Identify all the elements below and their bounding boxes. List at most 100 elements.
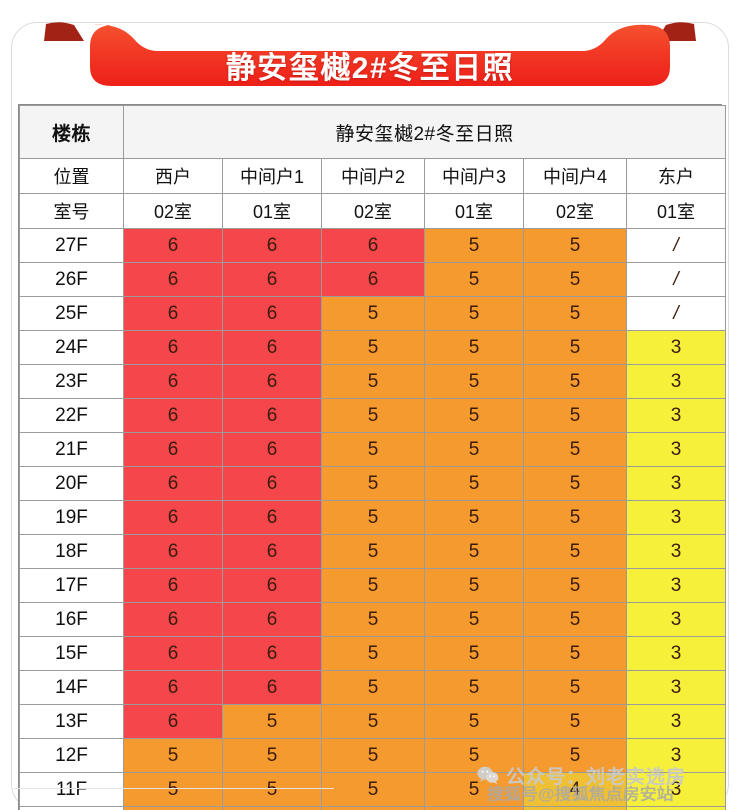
floor-label: 16F bbox=[19, 602, 124, 637]
sunlight-cell: 5 bbox=[321, 670, 425, 705]
sunlight-cell: 5 bbox=[424, 636, 524, 671]
header-table-title: 静安玺樾2#冬至日照 bbox=[122, 105, 727, 159]
sunlight-cell: 6 bbox=[222, 568, 322, 603]
sunlight-cell: 5 bbox=[321, 296, 425, 331]
table-row: 25F 6 6 5 5 5/ bbox=[19, 296, 727, 331]
sunlight-cell: 6 bbox=[123, 670, 223, 705]
sunlight-cell: 5 bbox=[523, 330, 627, 365]
bottom-divider bbox=[14, 788, 334, 789]
sunlight-cell: 5 bbox=[321, 398, 425, 433]
floor-label: 15F bbox=[19, 636, 124, 671]
floor-label: 19F bbox=[19, 500, 124, 535]
room-middle3: 01室 bbox=[424, 193, 524, 229]
sunlight-cell: 5 bbox=[523, 398, 627, 433]
sunlight-cell: 3 bbox=[625, 636, 727, 671]
table-row: 24F 6 6 5 5 5 3 bbox=[19, 330, 727, 365]
sunlight-cell: 6 bbox=[222, 466, 322, 501]
position-middle3: 中间户3 bbox=[424, 158, 524, 194]
floor-label: 14F bbox=[19, 670, 124, 705]
sunlight-cell: 6 bbox=[321, 262, 425, 297]
sunlight-cell: 5 bbox=[424, 738, 524, 773]
position-middle4: 中间户4 bbox=[523, 158, 627, 194]
sunlight-cell: 5 bbox=[523, 500, 627, 535]
sunlight-cell: 5 bbox=[424, 602, 524, 637]
floor-label: 27F bbox=[19, 228, 124, 263]
sunlight-cell: 5 bbox=[424, 500, 524, 535]
sunlight-cell: 5 bbox=[123, 806, 223, 810]
sunlight-cell: 5 bbox=[523, 296, 627, 331]
sunlight-cell: 3 bbox=[625, 738, 727, 773]
sunlight-cell: 5 bbox=[424, 330, 524, 365]
position-west: 西户 bbox=[123, 158, 223, 194]
sunlight-cell: 5 bbox=[523, 534, 627, 569]
sunlight-cell: 5 bbox=[523, 364, 627, 399]
sunlight-cell: 6 bbox=[222, 670, 322, 705]
sunlight-cell: 5 bbox=[424, 670, 524, 705]
sunlight-cell: 3 bbox=[625, 398, 727, 433]
banner-ribbon-shape bbox=[44, 22, 696, 86]
sunlight-cell: 6 bbox=[222, 432, 322, 467]
sunlight-cell: 6 bbox=[123, 568, 223, 603]
sunlight-cell: 6 bbox=[123, 602, 223, 637]
ribbon-left-fold bbox=[44, 22, 84, 41]
room-middle2: 02室 bbox=[321, 193, 425, 229]
sunlight-cell: 3 bbox=[625, 806, 727, 810]
floor-label: 26F bbox=[19, 262, 124, 297]
sunlight-cell: 5 bbox=[321, 602, 425, 637]
sunlight-cell: 5 bbox=[321, 330, 425, 365]
sunlight-cell: 6 bbox=[123, 330, 223, 365]
sunlight-cell: 6 bbox=[123, 534, 223, 569]
sunlight-cell: 5 bbox=[424, 534, 524, 569]
table-row: 16F 6 6 5 5 5 3 bbox=[19, 602, 727, 637]
sunlight-cell: 6 bbox=[123, 296, 223, 331]
sunlight-cell: / bbox=[625, 296, 727, 331]
sunlight-cell: 6 bbox=[123, 432, 223, 467]
sunlight-cell: 5 bbox=[523, 466, 627, 501]
sunlight-cell: 5 bbox=[321, 466, 425, 501]
sunlight-cell: / bbox=[625, 228, 727, 263]
table-row: 17F 6 6 5 5 5 3 bbox=[19, 568, 727, 603]
sunlight-cell: 5 bbox=[523, 602, 627, 637]
floor-label: 18F bbox=[19, 534, 124, 569]
sunlight-cell: 5 bbox=[321, 364, 425, 399]
sunlight-cell: 6 bbox=[123, 636, 223, 671]
floor-label: 20F bbox=[19, 466, 124, 501]
sunlight-cell: 3 bbox=[625, 602, 727, 637]
sunlight-cell: 6 bbox=[123, 704, 223, 739]
sunlight-cell: 5 bbox=[424, 806, 524, 810]
floor-label: 13F bbox=[19, 704, 124, 739]
sunlight-cell: 5 bbox=[424, 364, 524, 399]
sunlight-cell: 6 bbox=[222, 636, 322, 671]
position-middle1: 中间户1 bbox=[222, 158, 322, 194]
table-row: 12F 5 5 5 5 5 3 bbox=[19, 738, 727, 773]
sunlight-cell: 6 bbox=[123, 262, 223, 297]
position-east: 东户 bbox=[625, 158, 727, 194]
sunlight-cell: 5 bbox=[424, 568, 524, 603]
sunlight-table: 楼栋 静安玺樾2#冬至日照 位置 西户 中间户1 中间户2 中间户3 中间户4 … bbox=[19, 105, 727, 810]
floor-label: 24F bbox=[19, 330, 124, 365]
sunlight-cell: 5 bbox=[222, 806, 322, 810]
sunlight-cell: 3 bbox=[625, 704, 727, 739]
sunlight-cell: 5 bbox=[424, 262, 524, 297]
sunlight-cell: 5 bbox=[523, 568, 627, 603]
sunlight-cell: 5 bbox=[222, 772, 322, 807]
sunlight-cell: 5 bbox=[424, 296, 524, 331]
sunlight-table-container: 楼栋 静安玺樾2#冬至日照 位置 西户 中间户1 中间户2 中间户3 中间户4 … bbox=[18, 104, 727, 810]
sunlight-cell: 6 bbox=[222, 364, 322, 399]
sunlight-cell: 4 bbox=[523, 806, 627, 810]
table-row: 19F 6 6 5 5 5 3 bbox=[19, 500, 727, 535]
sunlight-cell: 3 bbox=[625, 670, 727, 705]
row-label-room: 室号 bbox=[19, 193, 124, 229]
sunlight-cell: 5 bbox=[424, 398, 524, 433]
table-row: 27F 6 6 6 5 5/ bbox=[19, 228, 727, 263]
room-east: 01室 bbox=[625, 193, 727, 229]
sunlight-cell: 5 bbox=[321, 500, 425, 535]
sunlight-cell: 5 bbox=[523, 636, 627, 671]
floor-label: 22F bbox=[19, 398, 124, 433]
sunlight-cell: 6 bbox=[123, 500, 223, 535]
sunlight-cell: 3 bbox=[625, 568, 727, 603]
sunlight-cell: 5 bbox=[523, 262, 627, 297]
sunlight-cell: 5 bbox=[523, 704, 627, 739]
sunlight-cell: 3 bbox=[625, 466, 727, 501]
